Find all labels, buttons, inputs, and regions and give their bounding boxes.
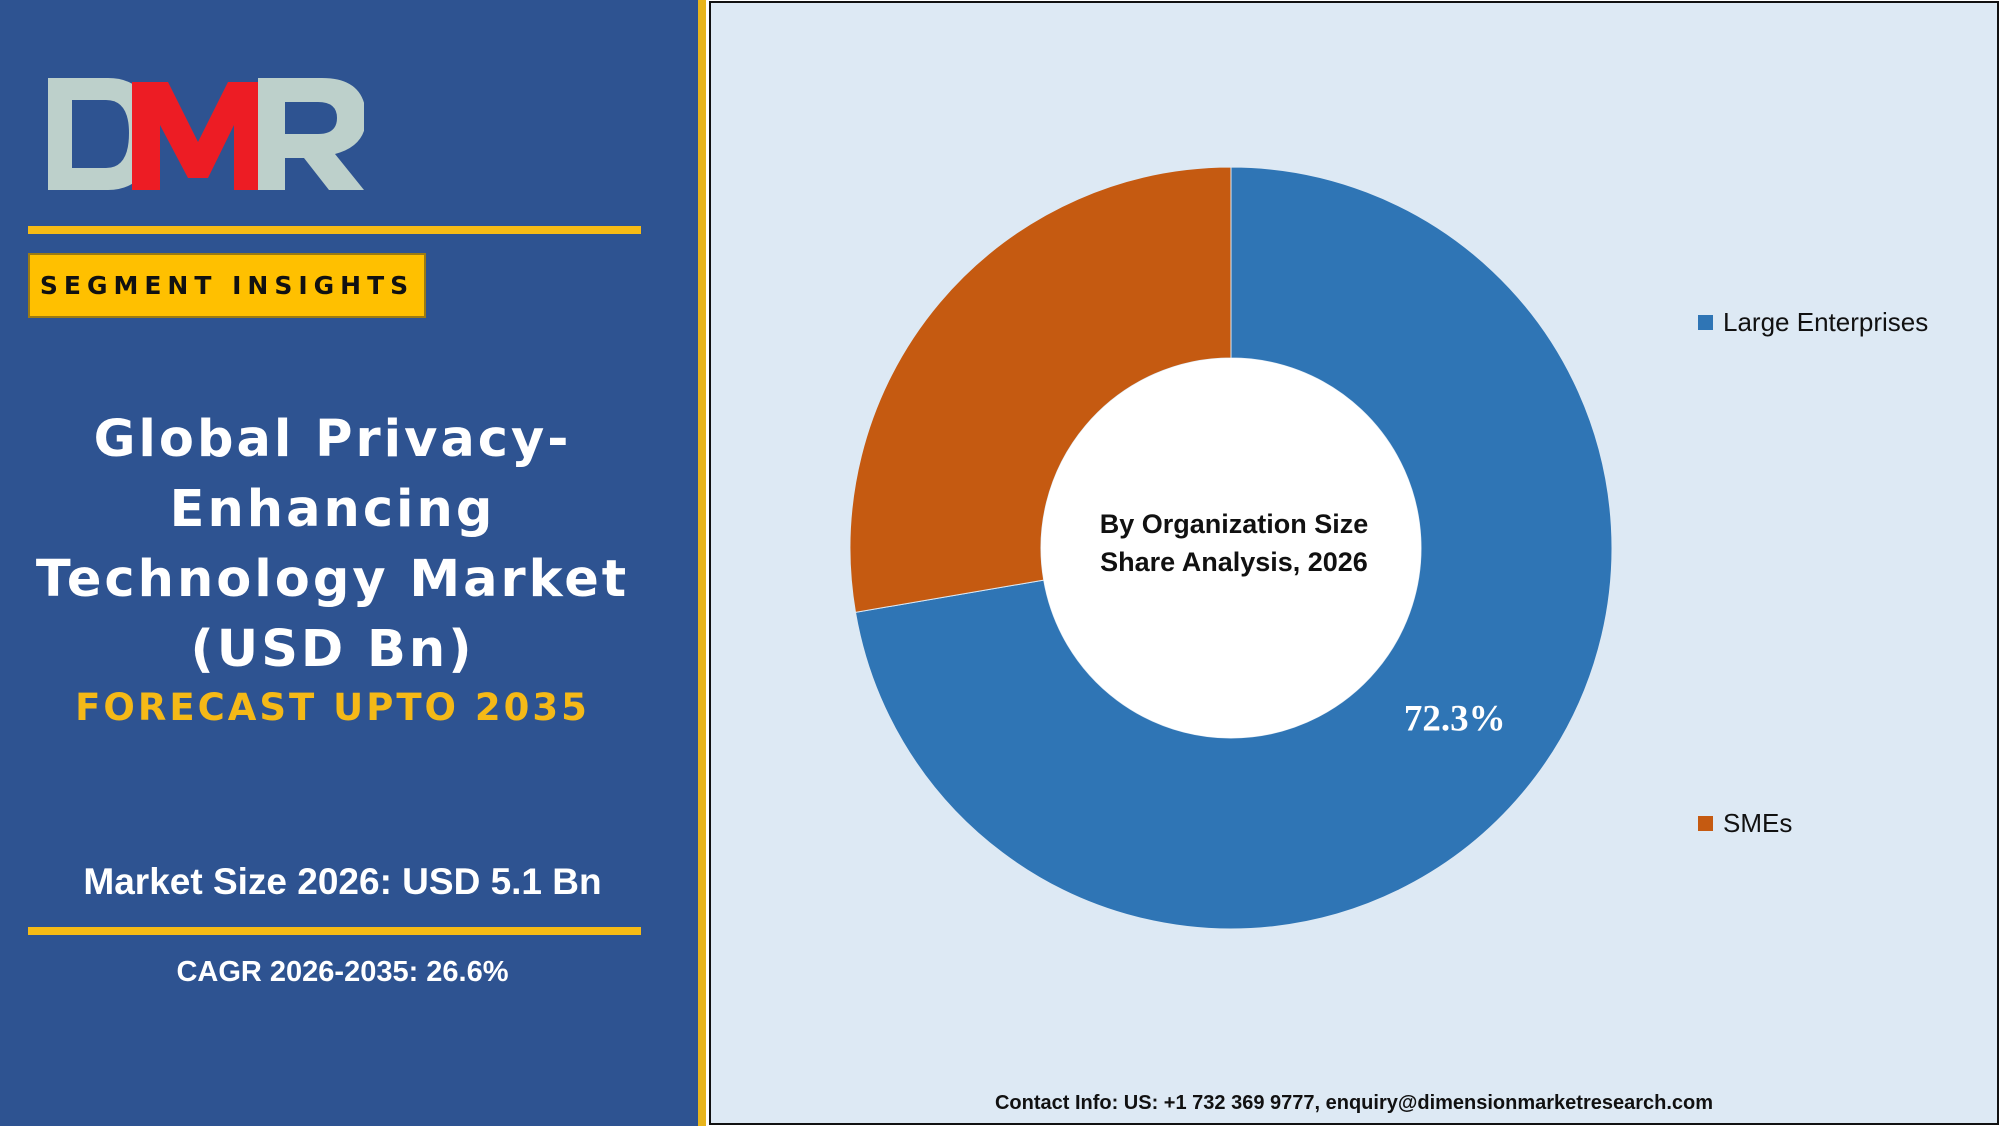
segment-insights-badge: SEGMENT INSIGHTS	[28, 253, 426, 318]
market-title: Global Privacy- Enhancing Technology Mar…	[20, 405, 645, 685]
legend-swatch-smes	[1698, 816, 1713, 831]
market-title-line: Enhancing	[169, 480, 496, 539]
legend-swatch-large-enterprises	[1698, 315, 1713, 330]
gold-vertical-divider	[698, 0, 706, 1126]
market-title-line: Global Privacy-	[93, 410, 572, 469]
market-size-label: Market Size 2026: USD 5.1 Bn	[83, 861, 602, 902]
dmr-logo-mark	[48, 78, 364, 190]
chart-title-line: By Organization Size	[1099, 509, 1369, 539]
top-gold-rule	[28, 226, 641, 234]
legend-label-large-enterprises: Large Enterprises	[1723, 307, 1929, 337]
chart-title: By Organization Size Share Analysis, 202…	[1032, 505, 1436, 581]
market-title-line: Technology Market	[35, 550, 630, 609]
cagr-label: CAGR 2026-2035: 26.6%	[176, 956, 509, 988]
forecast-label: FORECAST UPTO 2035	[75, 686, 590, 729]
market-summary-panel: SEGMENT INSIGHTS Global Privacy- Enhanci…	[0, 0, 698, 1126]
legend-label-smes: SMEs	[1723, 808, 1793, 838]
contact-info: Contact Info: US: +1 732 369 9777, enqui…	[994, 1092, 1714, 1114]
organization-size-donut-chart: 72.3%	[849, 166, 1613, 930]
bottom-gold-rule	[28, 927, 641, 935]
chart-title-line: Share Analysis, 2026	[1100, 547, 1368, 577]
legend-item-smes: SMEs	[1698, 808, 1792, 839]
legend-item-large-enterprises: Large Enterprises	[1698, 307, 1928, 338]
donut-center-hole	[1041, 358, 1421, 738]
market-title-line: (USD Bn)	[190, 620, 475, 679]
dmr-logo	[44, 70, 364, 200]
data-label-large-enterprises: 72.3%	[1404, 699, 1506, 740]
